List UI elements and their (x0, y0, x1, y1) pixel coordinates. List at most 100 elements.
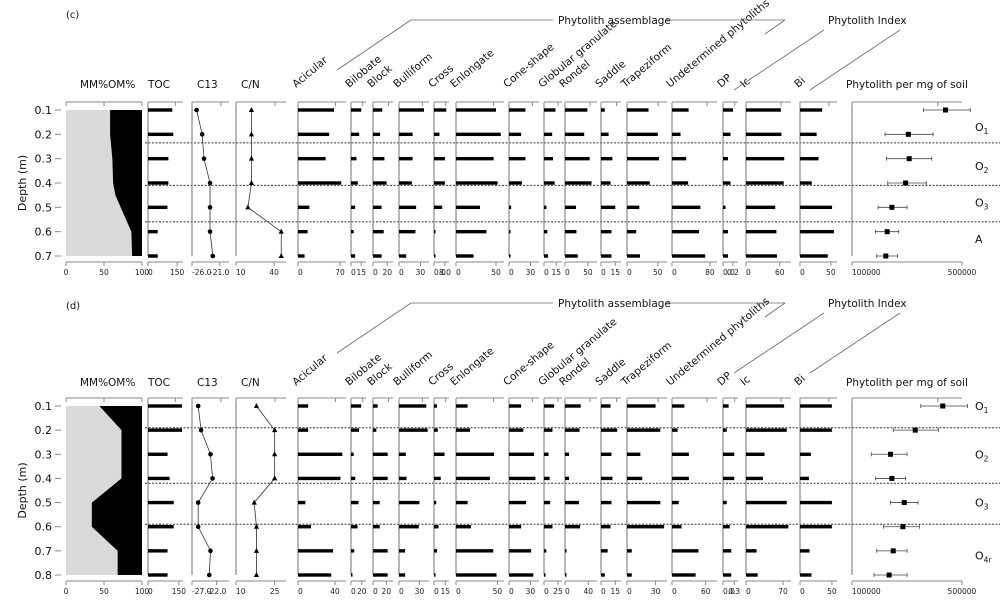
zone-label: O3 (975, 497, 989, 512)
bar (723, 573, 732, 577)
bar (746, 132, 782, 137)
mm-tick-label: 0 (64, 268, 69, 277)
bar (373, 500, 380, 505)
bar (544, 156, 553, 161)
tick-label: 60 (775, 268, 785, 277)
bar (627, 108, 649, 112)
bar (434, 132, 440, 137)
tick-label: 0 (746, 268, 751, 277)
leader-line (764, 19, 786, 35)
depth-tick-label: 0.4 (35, 472, 53, 485)
tick-label: 25 (270, 587, 280, 596)
tick-label: -26.0 (192, 268, 212, 277)
bar (434, 500, 437, 505)
tick-label: 0 (456, 268, 461, 277)
bar (456, 549, 494, 553)
bar (148, 525, 174, 529)
bar (723, 108, 733, 112)
tick-label: 60 (701, 587, 711, 596)
data-point-circle (208, 548, 213, 554)
column-c13: C13 -26.0-21.0 (191, 79, 230, 277)
bar (627, 525, 665, 529)
tick-label: 15 (356, 268, 366, 277)
bar (565, 108, 588, 112)
column-heading: TOC (147, 79, 170, 91)
bar (456, 404, 468, 408)
bar (509, 549, 532, 553)
bar (672, 428, 678, 432)
bar (399, 132, 413, 137)
data-point-circle (201, 156, 207, 161)
bar (565, 549, 567, 553)
bar (509, 156, 526, 161)
tick-label: 0 (565, 268, 570, 277)
tick-label: 0 (565, 587, 570, 596)
bar (746, 476, 763, 481)
column-toc: TOC 0 150 (147, 79, 185, 277)
tick-label: 40 (583, 587, 593, 596)
bar (723, 476, 735, 481)
bar (544, 452, 549, 456)
bar (434, 549, 437, 553)
bar (351, 500, 359, 505)
tick-label: 0 (298, 587, 303, 596)
bar (509, 525, 522, 529)
tick-label: 15 (551, 268, 561, 277)
mean-marker (912, 427, 918, 433)
bar (672, 156, 687, 161)
bar (544, 181, 555, 185)
zone-label: O2 (975, 160, 989, 175)
depth-tick-label: 0.2 (35, 424, 53, 437)
data-point-circle (210, 253, 216, 259)
bar (672, 476, 689, 481)
bar (601, 132, 609, 137)
tick-label: 0 (672, 268, 677, 277)
data-point-circle (195, 403, 201, 409)
bar (723, 132, 731, 137)
mm-tick-label: 100 (135, 587, 150, 596)
data-point-circle (210, 476, 215, 481)
bar (434, 525, 439, 529)
bar (399, 452, 406, 456)
mm-tick-label: 50 (99, 587, 109, 596)
bar (373, 229, 384, 234)
leader-line (733, 29, 825, 91)
bar (800, 525, 832, 529)
bar (800, 549, 810, 553)
bar (746, 452, 765, 456)
bar (298, 452, 343, 456)
tick-label: 10 (236, 587, 246, 596)
bar (746, 229, 777, 234)
bar (148, 500, 174, 505)
tick-label: 20 (357, 587, 367, 596)
data-point-circle (206, 572, 212, 578)
tick-label: 50 (583, 268, 593, 277)
leader-line (733, 312, 825, 374)
bar (746, 428, 787, 432)
bar (723, 428, 727, 432)
depth-tick-label: 0.7 (35, 545, 53, 558)
bar (148, 452, 168, 456)
bar (544, 476, 550, 481)
tick-label: 50 (827, 587, 837, 596)
leader-line (809, 312, 901, 374)
tick-label: 15 (611, 268, 621, 277)
bar (298, 205, 310, 210)
tick-label: 0 (456, 587, 461, 596)
bar (456, 132, 501, 137)
tick-label: 500000 (948, 587, 977, 596)
bar (373, 254, 382, 258)
data-point-triangle (248, 131, 255, 137)
tick-label: 40 (269, 268, 279, 277)
bar (509, 205, 512, 210)
tick-label: 150 (170, 268, 185, 277)
bar (746, 500, 787, 505)
tick-label: 0.0 (434, 268, 446, 277)
column-dp: DP 0.00.2 (715, 72, 739, 277)
bar (672, 404, 685, 408)
column-c13: C13 -27.0-22.0 (191, 377, 229, 596)
